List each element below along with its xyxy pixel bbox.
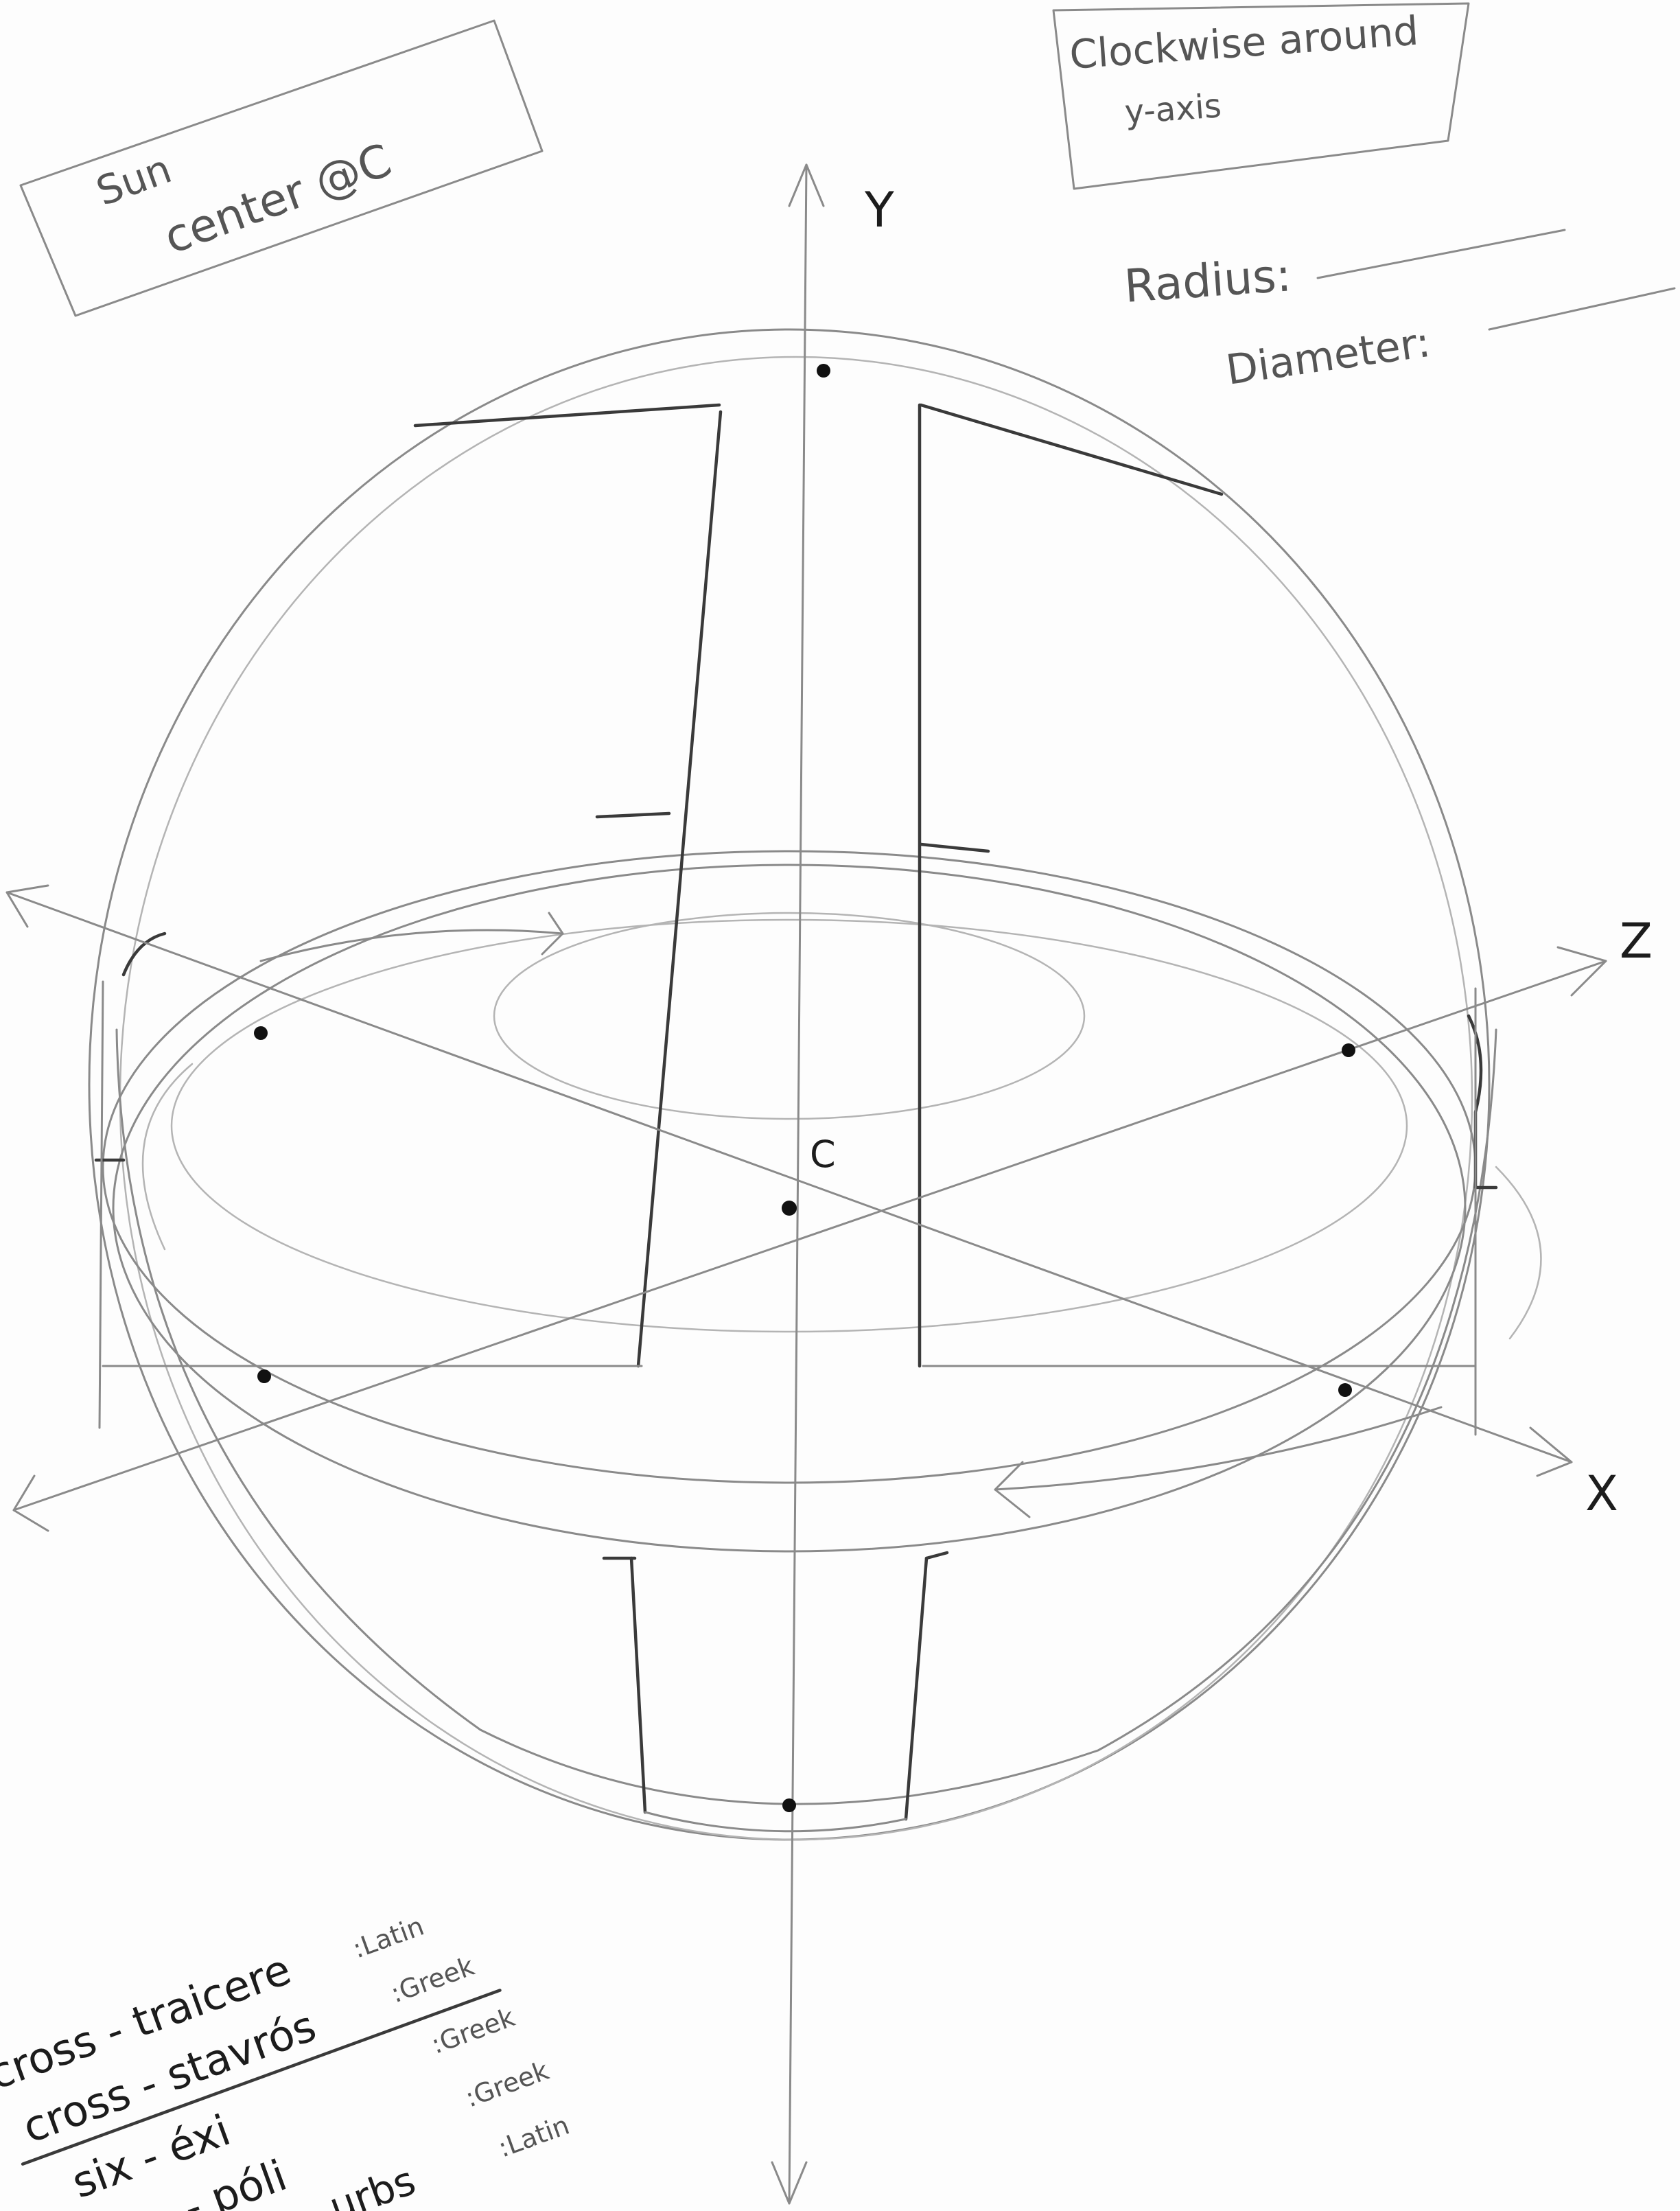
rotation-note-line1: Clockwise around: [1068, 8, 1420, 78]
vocab-word-4: urbs: [323, 2157, 421, 2211]
vocab-lang-3: :Greek: [461, 2055, 552, 2113]
z-axis: [12, 960, 1607, 1512]
y-axis-arrow-top: [788, 163, 825, 207]
rotation-note-box: Clockwise around y-axis: [1052, 2, 1470, 190]
z-axis-point-right: [1342, 1043, 1355, 1057]
rotation-note-line2: y-axis: [1123, 86, 1223, 132]
sphere-outline: [88, 328, 1497, 1841]
center-point: [782, 1201, 797, 1216]
z-axis-arrow-right: [1556, 946, 1607, 997]
vocabulary-notes: cross - traicere :Latin cross - stavrós …: [0, 1911, 573, 2211]
z-axis-arrow-left: [12, 1474, 49, 1532]
north-pole-point: [817, 364, 830, 378]
vocab-lang-1: :Greek: [387, 1951, 478, 2009]
z-axis-label: Z: [1620, 913, 1653, 969]
x-axis-arrow-left: [5, 884, 49, 928]
south-pole-point: [782, 1798, 796, 1812]
rotation-arrow-bottom: [994, 1406, 1443, 1518]
y-axis: [788, 163, 808, 2205]
x-axis-point-left: [254, 1026, 268, 1040]
y-axis-label: Y: [864, 182, 894, 238]
rotation-arrow-top: [259, 912, 564, 962]
diameter-label: Diameter:: [1223, 319, 1433, 395]
vocab-divider: [21, 1989, 502, 2166]
axes: Y Z X C: [5, 163, 1653, 2205]
vocab-lang-4: :Latin: [494, 2110, 573, 2164]
center-label: C: [810, 1133, 836, 1176]
x-axis-arrow-right: [1529, 1426, 1573, 1477]
x-axis-point-right: [1338, 1383, 1352, 1397]
sun-note-box: Sun center @C: [19, 19, 544, 317]
x-axis-label: X: [1585, 1466, 1618, 1522]
cross-band: [94, 403, 1498, 1833]
radius-blank: [1316, 229, 1566, 279]
radius-label: Radius:: [1123, 248, 1293, 313]
rotation-arrows: [141, 912, 1542, 1518]
x-axis: [5, 891, 1573, 1463]
z-axis-point-left: [257, 1369, 271, 1383]
marked-points: [254, 364, 1355, 1812]
diameter-blank: [1488, 287, 1676, 331]
measurements: Radius: Diameter:: [1123, 229, 1676, 395]
vocab-lang-0: :Latin: [349, 1911, 428, 1965]
y-axis-arrow-bottom: [771, 2161, 808, 2205]
